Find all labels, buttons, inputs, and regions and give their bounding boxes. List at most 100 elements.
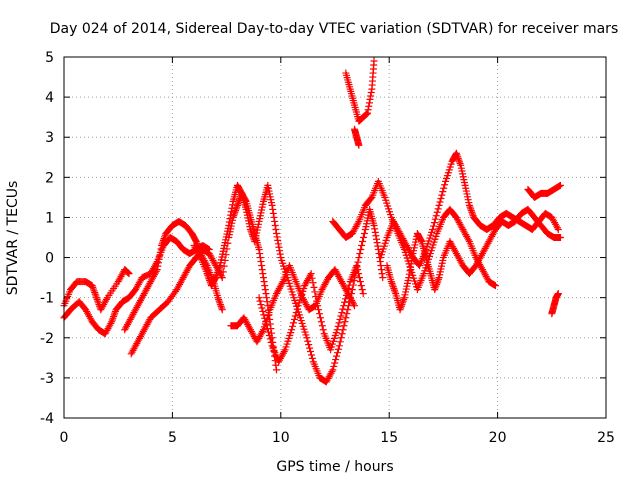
data-point (157, 245, 165, 253)
data-point (434, 277, 442, 285)
data-point (269, 209, 277, 217)
data-point (110, 311, 118, 319)
y-tick-label: 5 (45, 50, 54, 66)
data-point (456, 160, 464, 168)
data-point (307, 348, 315, 356)
data-point (319, 326, 327, 334)
data-point (399, 299, 407, 307)
data-point (280, 348, 288, 356)
y-tick-label: 1 (45, 210, 54, 226)
data-point (228, 201, 236, 209)
data-point (407, 263, 415, 271)
y-tick-label: 2 (45, 170, 54, 186)
data-point (354, 266, 362, 274)
data-point (456, 158, 464, 166)
data-point (90, 287, 98, 295)
data-point (348, 286, 356, 294)
x-tick-label: 20 (489, 430, 507, 446)
data-point (289, 319, 297, 327)
data-point (370, 221, 378, 229)
data-point (154, 262, 162, 270)
data-point (264, 328, 272, 336)
series-track-n (548, 290, 562, 318)
data-point (215, 263, 223, 271)
data-point (272, 366, 280, 374)
data-point (88, 282, 96, 290)
data-point (266, 335, 274, 343)
data-point (328, 368, 336, 376)
data-point (554, 290, 562, 298)
data-point (161, 233, 169, 241)
data-point (156, 248, 164, 256)
data-point (429, 222, 437, 230)
data-point (215, 295, 223, 303)
data-point (365, 99, 373, 107)
data-point (225, 221, 233, 229)
data-point (355, 254, 363, 262)
data-point (341, 318, 349, 326)
data-point (217, 302, 225, 310)
data-point (263, 294, 271, 302)
data-point (335, 319, 343, 327)
data-point (389, 281, 397, 289)
data-point (351, 302, 359, 310)
data-point (387, 278, 395, 286)
data-point (360, 229, 368, 237)
data-point (318, 322, 326, 330)
data-point (256, 297, 264, 305)
data-point (441, 181, 449, 189)
data-point (216, 299, 224, 307)
data-point (317, 318, 325, 326)
data-point (205, 275, 213, 283)
data-point (248, 231, 256, 239)
data-point (269, 205, 277, 213)
series-track-h (342, 57, 378, 125)
data-point (400, 295, 408, 303)
data-point (367, 92, 375, 100)
data-point (314, 302, 322, 310)
data-point (464, 236, 472, 244)
data-point (261, 314, 269, 322)
data-point (465, 201, 473, 209)
data-point (218, 274, 226, 282)
data-point (102, 295, 110, 303)
data-point (434, 205, 442, 213)
data-point (159, 238, 167, 246)
data-point (196, 252, 204, 260)
data-point (342, 295, 350, 303)
data-point (272, 225, 280, 233)
data-point (439, 188, 447, 196)
data-point (267, 338, 275, 346)
data-point (417, 236, 425, 244)
data-point (155, 255, 163, 263)
data-point (438, 191, 446, 199)
data-point (390, 286, 398, 294)
data-point (263, 321, 271, 329)
data-point (255, 246, 263, 254)
data-point (396, 306, 404, 314)
data-point (259, 274, 267, 282)
data-point (391, 288, 399, 296)
data-point (358, 286, 366, 294)
data-point (433, 208, 441, 216)
data-point (292, 309, 300, 317)
data-point (432, 282, 440, 290)
data-point (259, 270, 267, 278)
data-point (390, 284, 398, 292)
data-point (91, 289, 99, 297)
data-point (274, 240, 282, 248)
data-point (89, 283, 97, 291)
data-point (370, 57, 378, 65)
data-point (364, 106, 372, 114)
data-point (228, 204, 236, 212)
data-point (374, 242, 382, 250)
y-tick-label: 0 (45, 251, 54, 267)
data-point (332, 356, 340, 364)
chart-title: Day 024 of 2014, Sidereal Day-to-day VTE… (50, 21, 618, 37)
x-tick-label: 0 (60, 430, 69, 446)
data-point (340, 322, 348, 330)
data-point (313, 297, 321, 305)
data-point (111, 309, 119, 317)
data-point (334, 322, 342, 330)
